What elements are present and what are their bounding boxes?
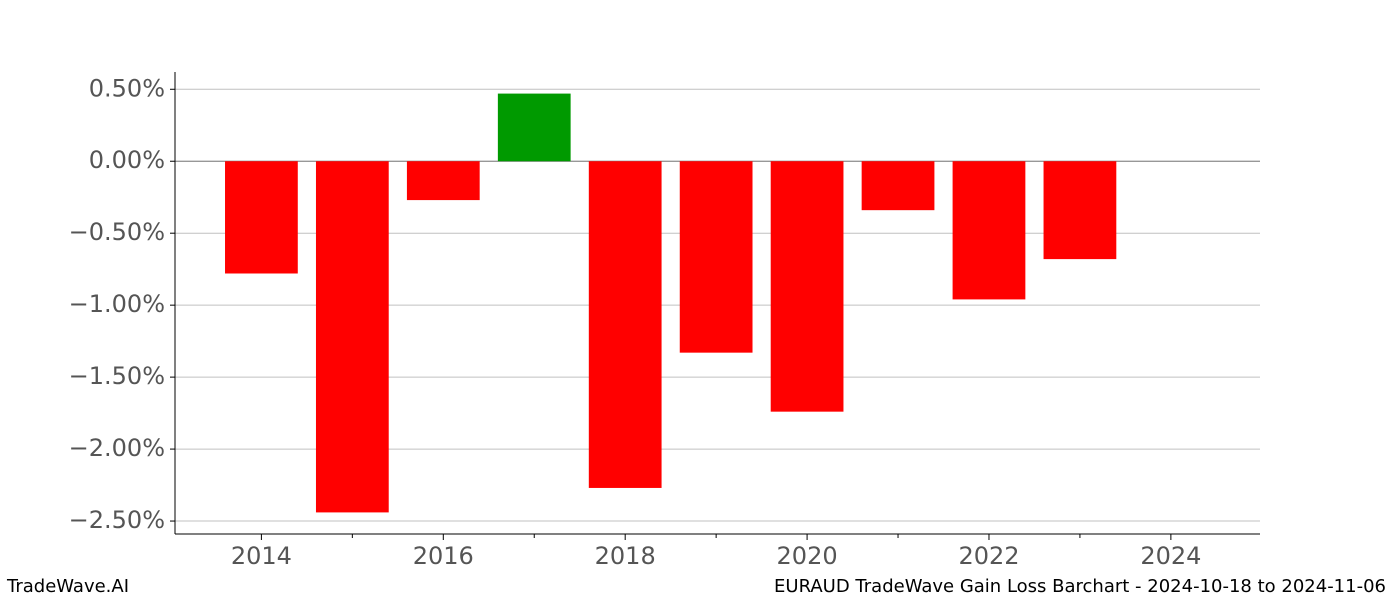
- bar: [952, 161, 1026, 300]
- y-tick-label: −2.50%: [69, 506, 165, 534]
- bar: [861, 161, 935, 211]
- bar: [315, 161, 389, 513]
- bar: [770, 161, 844, 412]
- y-tick-label: 0.00%: [89, 146, 165, 174]
- x-tick-label: 2016: [413, 542, 474, 570]
- y-tick-label: −2.00%: [69, 434, 165, 462]
- bar: [679, 161, 753, 353]
- x-tick-label: 2024: [1140, 542, 1201, 570]
- y-tick-label: 0.50%: [89, 74, 165, 102]
- watermark: TradeWave.AI: [6, 576, 129, 597]
- bar: [1043, 161, 1117, 260]
- bar: [497, 93, 571, 162]
- x-tick-label: 2022: [958, 542, 1019, 570]
- bar: [406, 161, 480, 201]
- y-tick-label: −1.50%: [69, 362, 165, 390]
- y-tick-label: −0.50%: [69, 218, 165, 246]
- bar: [588, 161, 662, 488]
- x-tick-label: 2014: [231, 542, 292, 570]
- y-tick-label: −1.00%: [69, 290, 165, 318]
- x-tick-label: 2018: [595, 542, 656, 570]
- x-tick-label: 2020: [777, 542, 838, 570]
- bar: [225, 161, 298, 274]
- chart-title: EURAUD TradeWave Gain Loss Barchart - 20…: [774, 576, 1386, 597]
